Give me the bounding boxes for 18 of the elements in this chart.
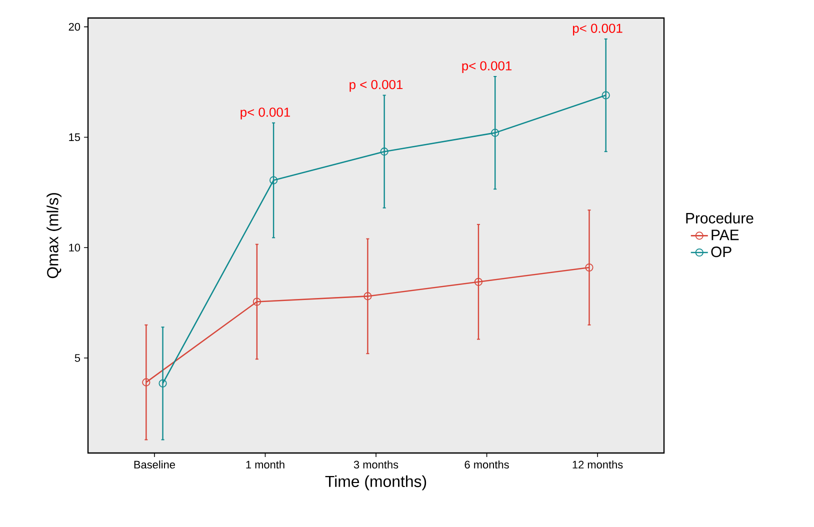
y-tick-label: 20: [68, 22, 80, 31]
x-axis-title: Time (months): [325, 475, 426, 490]
annotation: p< 0.001: [572, 24, 622, 36]
x-tick-label: 1 month: [246, 460, 284, 469]
y-tick-label: 10: [69, 244, 80, 252]
x-tick-label: 12 months: [572, 460, 623, 469]
y-tick-label: 15: [69, 133, 80, 142]
y-axis-title: Qmax (ml/s): [46, 193, 62, 278]
x-tick-label: Baseline: [134, 460, 175, 469]
annotation: p < 0.001: [350, 80, 403, 92]
annotation: p< 0.001: [240, 108, 290, 120]
legend-label: PAE: [712, 230, 739, 240]
legend-label: OP: [711, 246, 732, 258]
y-tick-label: 5: [74, 354, 80, 362]
legend-title: Procedure: [686, 212, 754, 224]
x-tick-label: 3 months: [354, 460, 398, 469]
x-tick-label: 6 months: [464, 460, 509, 469]
annotation: p< 0.001: [462, 61, 512, 73]
